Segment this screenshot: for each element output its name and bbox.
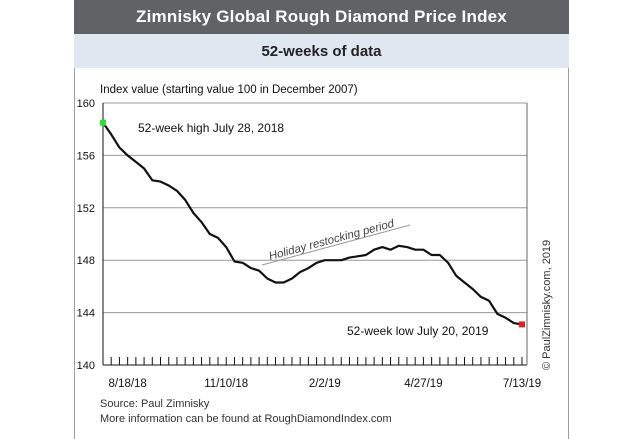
- chart-title: Zimnisky Global Rough Diamond Price Inde…: [74, 0, 569, 34]
- x-tick-label: 11/10/18: [204, 378, 248, 390]
- chart-frame: [74, 0, 569, 439]
- y-axis-label: Index value (starting value 100 in Decem…: [100, 84, 358, 96]
- y-tick-label: 144: [77, 308, 95, 320]
- chart-subtitle: 52-weeks of data: [74, 34, 569, 68]
- x-minor-ticks: [102, 357, 523, 365]
- high-annotation: 52-week high July 28, 2018: [138, 121, 284, 135]
- source-line: Source: Paul Zimnisky: [100, 398, 210, 410]
- grid-layer: [103, 102, 527, 314]
- x-tick-label: 8/18/18: [108, 378, 146, 390]
- low-annotation: 52-week low July 20, 2019: [347, 324, 489, 338]
- holiday-label: Holiday restocking period: [268, 218, 396, 263]
- x-tick-label: 7/13/19: [503, 378, 541, 390]
- y-tick-label: 156: [77, 150, 95, 162]
- holiday-annotation: Holiday restocking period: [261, 218, 411, 266]
- y-tick-label: 152: [77, 203, 95, 215]
- low-marker: [519, 321, 525, 328]
- copyright-text: © PaulZimnisky.com, 2019: [541, 239, 553, 370]
- index-series-line: [102, 121, 523, 326]
- holiday-underline: [261, 224, 411, 266]
- high-marker: [100, 119, 106, 126]
- y-tick-label: 140: [77, 360, 95, 372]
- more-info-line: More information can be found at RoughDi…: [100, 413, 392, 425]
- y-tick-labels: 160 156 152 148 144 140: [77, 98, 95, 372]
- x-tick-labels: 8/18/18 11/10/18 2/2/19 4/27/19 7/13/19: [108, 378, 541, 390]
- y-tick-label: 160: [77, 98, 95, 110]
- x-tick-label: 2/2/19: [309, 378, 341, 390]
- y-tick-label: 148: [77, 255, 95, 267]
- x-tick-label: 4/27/19: [404, 378, 442, 390]
- source-note: Source: Paul Zimnisky More information c…: [100, 397, 392, 427]
